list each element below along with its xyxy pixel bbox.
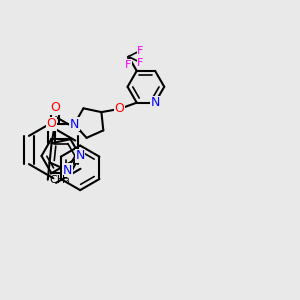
Text: F: F: [137, 46, 143, 56]
Text: O: O: [115, 102, 124, 116]
Text: O: O: [47, 117, 56, 130]
Text: F: F: [137, 58, 143, 68]
Text: N: N: [70, 118, 79, 131]
Text: CH₃: CH₃: [49, 175, 70, 185]
Text: O: O: [50, 101, 60, 114]
Text: F: F: [125, 60, 132, 70]
Text: N: N: [62, 164, 72, 177]
Text: N: N: [76, 149, 85, 162]
Text: N: N: [150, 96, 160, 109]
